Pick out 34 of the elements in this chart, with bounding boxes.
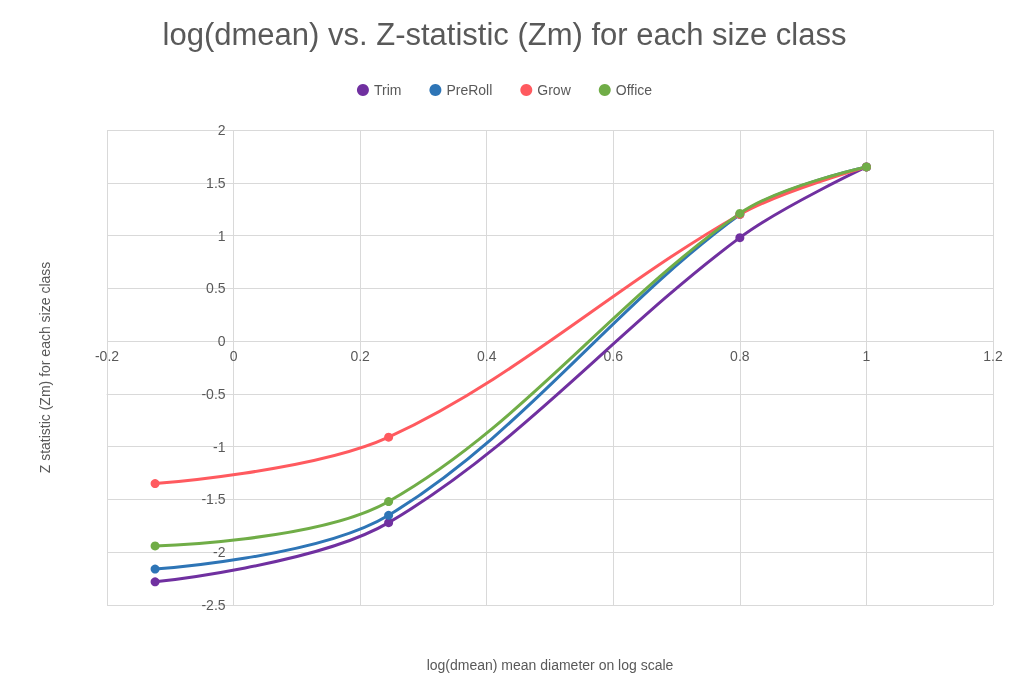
legend-label: Grow (537, 82, 572, 98)
y-tick-label: -0.5 (201, 385, 226, 402)
y-tick-label: 0.5 (206, 280, 226, 297)
legend-label: Office (615, 82, 653, 98)
x-tick-label: 0.6 (603, 348, 624, 365)
point (384, 497, 394, 507)
chart-title: log(dmean) vs. Z-statistic (Zm) for each size class (162, 17, 847, 52)
x-tick-label: 1 (862, 348, 871, 365)
y-tick-label: 2 (217, 122, 226, 138)
point (150, 541, 160, 551)
point (384, 518, 394, 528)
point (384, 510, 394, 520)
y-tick-label: -2.5 (201, 597, 226, 613)
legend-label: PreRoll (446, 82, 493, 98)
y-tick-label: 0 (217, 333, 226, 350)
x-tick-label: -0.2 (94, 348, 120, 365)
y-tick-label: -1 (213, 438, 226, 455)
legend-label: Trim (373, 82, 402, 98)
point (735, 233, 745, 243)
point (384, 432, 394, 442)
y-axis-title: Z statistic (Zm) for each size class (37, 261, 53, 474)
y-tick-label: 1.5 (206, 174, 226, 191)
x-axis-title: log(dmean) mean diameter on log scale (426, 657, 674, 673)
x-tick-label: 0.2 (350, 348, 371, 365)
x-tick-label: 0 (229, 348, 238, 365)
x-tick-label: 0.4 (476, 348, 497, 365)
point (150, 479, 160, 489)
x-tick-label: 0.8 (730, 348, 750, 365)
y-tick-label: -1.5 (201, 491, 226, 508)
x-tick-label: 1.2 (983, 348, 1003, 365)
y-tick-label: -2 (213, 544, 226, 561)
y-tick-label: 1 (217, 227, 226, 244)
point (150, 564, 160, 574)
point (150, 577, 160, 587)
